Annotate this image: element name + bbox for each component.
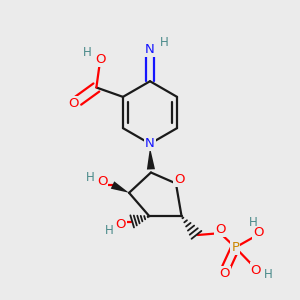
Text: O: O [215,223,226,236]
Text: O: O [97,176,107,188]
Text: H: H [86,171,95,184]
Text: O: O [253,226,264,239]
Text: H: H [160,36,168,49]
Text: N: N [145,137,155,150]
Text: H: H [104,224,113,237]
Polygon shape [111,181,129,193]
Text: O: O [69,97,79,110]
Text: O: O [115,218,126,232]
Text: O: O [174,173,185,186]
Text: H: H [82,46,91,59]
Polygon shape [147,148,155,169]
Text: P: P [231,241,239,254]
Text: H: H [249,216,257,229]
Text: H: H [264,268,273,281]
Text: O: O [251,263,261,277]
Text: N: N [145,43,155,56]
Text: O: O [95,53,106,66]
Text: O: O [219,267,230,280]
